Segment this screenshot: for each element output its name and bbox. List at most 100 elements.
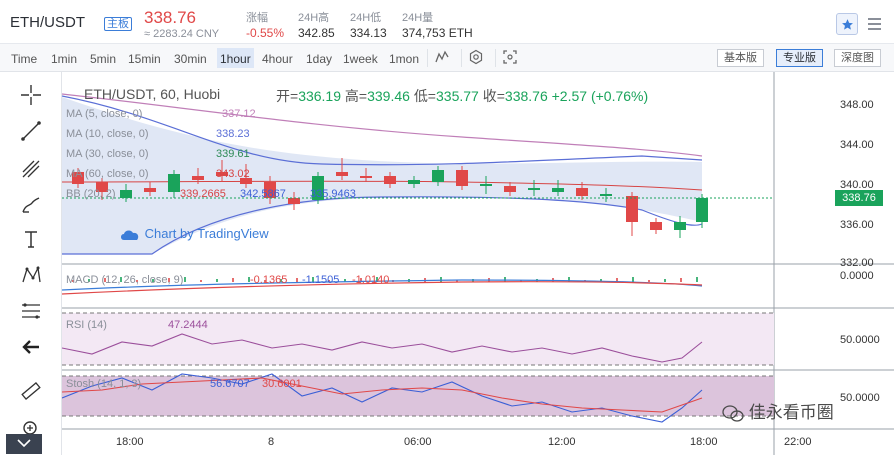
timeframe-1day[interactable]: 1day <box>306 52 333 66</box>
stat-label-volume: 24H量 <box>402 12 434 24</box>
wechat-watermark: 佳永看币圈 <box>722 398 834 423</box>
timeframe-15min[interactable]: 15min <box>128 52 161 66</box>
macd-histogram-bar <box>664 279 666 282</box>
indicators-button[interactable] <box>427 49 449 67</box>
timeframe-4hour[interactable]: 4hour <box>262 52 293 66</box>
screenshot-button[interactable] <box>495 49 517 67</box>
brush-tool[interactable] <box>17 192 45 218</box>
candle-body <box>264 182 276 198</box>
timeframe-1mon[interactable]: 1mon <box>389 52 420 66</box>
candle-body <box>600 194 612 196</box>
macd-histogram-bar <box>296 278 298 282</box>
settings-button[interactable] <box>461 49 483 67</box>
timeframe-time[interactable]: Time <box>11 52 38 66</box>
favorite-button[interactable] <box>836 13 858 35</box>
candles <box>72 158 708 282</box>
stat-label-high: 24H高 <box>298 12 330 24</box>
candle-body <box>674 222 686 230</box>
menu-button[interactable] <box>864 13 886 35</box>
candle-body <box>504 186 516 192</box>
macd-histogram-bar <box>696 277 698 282</box>
price-tick-label: 344.00 <box>840 139 874 151</box>
pattern-icon <box>22 265 41 283</box>
candle-body <box>696 198 708 222</box>
trendline-tool[interactable] <box>17 118 45 144</box>
cloud-icon <box>121 230 139 240</box>
bb-label[interactable]: BB (20, 2) <box>66 188 116 200</box>
text-icon <box>25 231 37 248</box>
timeframe-1hour[interactable]: 1hour <box>217 48 254 68</box>
crosshair-tool[interactable] <box>17 82 45 108</box>
price-chart[interactable]: 348.00 344.00 340.00 336.00 332.00 18:00 8 06:… <box>61 72 894 455</box>
back-tool[interactable] <box>17 334 45 360</box>
stosh-label[interactable]: Stosh (14, 1, 3) <box>66 378 142 390</box>
fullscreen-icon <box>503 50 517 64</box>
pro-version-button[interactable]: 专业版 <box>776 49 823 67</box>
depth-chart-button[interactable]: 深度图 <box>834 49 881 67</box>
macd-histogram-bar <box>376 277 378 282</box>
candle-body <box>312 176 324 200</box>
stat-label-change: 涨幅 <box>246 12 268 24</box>
candle-body <box>72 172 84 184</box>
candle-body <box>384 176 396 184</box>
macd-histogram-bar <box>280 279 282 282</box>
candle-body <box>626 196 638 222</box>
stosh-k-value: 56.6707 <box>210 378 250 390</box>
ma60-label[interactable]: MA (60, close, 0) <box>66 168 149 180</box>
stosh-axis-label: 50.0000 <box>840 392 880 404</box>
time-tick-label: 12:00 <box>548 436 576 448</box>
stosh-k-line <box>61 373 703 423</box>
stat-value-volume: 374,753 ETH <box>402 26 473 40</box>
pitchfork-tool[interactable] <box>17 156 45 182</box>
bb-mid-value: 339.2665 <box>180 188 226 200</box>
tradingview-watermark[interactable]: Chart by TradingView <box>119 226 269 242</box>
ma30-label[interactable]: MA (30, close, 0) <box>66 148 149 160</box>
fib-tool[interactable] <box>17 298 45 324</box>
bb-upper-value: 342.5867 <box>240 188 286 200</box>
candle-body <box>216 172 228 176</box>
timeframe-5min[interactable]: 5min <box>90 52 117 66</box>
macd-histogram-bar <box>120 277 122 282</box>
ma5-label[interactable]: MA (5, close, 0) <box>66 108 143 120</box>
price-tick-label: 336.00 <box>840 219 874 231</box>
ma30-value: 339.61 <box>216 148 250 160</box>
candle-body <box>552 188 564 192</box>
rsi-label[interactable]: RSI (14) <box>66 319 107 331</box>
macd-histogram-bar <box>632 277 634 282</box>
timeframe-30min[interactable]: 30min <box>174 52 207 66</box>
chart-toolbar: Time 1min 5min 15min 30min 1hour 4hour 1… <box>0 44 894 72</box>
menu-icon <box>868 18 881 20</box>
expand-tools-button[interactable] <box>6 434 42 454</box>
macd-histogram-bar <box>456 280 458 282</box>
ma10-label[interactable]: MA (10, close, 0) <box>66 128 149 140</box>
macd-label[interactable]: MACD (12, 26, close, 9) <box>66 274 184 286</box>
bollinger-band <box>62 97 702 254</box>
pair-name: ETH/USDT <box>10 14 85 31</box>
rsi-value: 47.2444 <box>168 319 208 331</box>
current-price-tag: 338.76 <box>835 190 883 206</box>
ticker-header: ETH/USDT 主板 338.76 ≈ 2283.24 CNY 涨幅 -0.5… <box>0 0 894 44</box>
ma10-value: 338.23 <box>216 128 250 140</box>
stat-value-low: 334.13 <box>350 26 387 40</box>
candle-body <box>144 188 156 192</box>
timeframe-1week[interactable]: 1week <box>343 52 378 66</box>
fibonacci-icon <box>22 303 40 319</box>
stosh-d-value: 30.6001 <box>262 378 302 390</box>
chevron-down-icon <box>17 439 31 448</box>
text-tool[interactable] <box>17 226 45 252</box>
time-tick-label: 18:00 <box>116 436 144 448</box>
ruler-tool[interactable] <box>17 378 45 404</box>
indicator-icon <box>435 50 449 63</box>
stosh-d-line <box>61 377 703 413</box>
last-price: 338.76 <box>144 8 196 27</box>
wechat-icon <box>722 404 744 422</box>
pattern-tool[interactable] <box>17 262 45 288</box>
stosh-band <box>62 376 774 416</box>
stat-value-high: 342.85 <box>298 26 335 40</box>
macd-histogram-bar <box>168 278 170 282</box>
chart-area[interactable]: 348.00 344.00 340.00 336.00 332.00 18:00 8 06:… <box>61 72 894 455</box>
timeframe-1min[interactable]: 1min <box>51 52 78 66</box>
bb-lower-value: 335.9463 <box>310 188 356 200</box>
basic-version-button[interactable]: 基本版 <box>717 49 764 67</box>
macd-histogram-bar <box>200 280 202 282</box>
